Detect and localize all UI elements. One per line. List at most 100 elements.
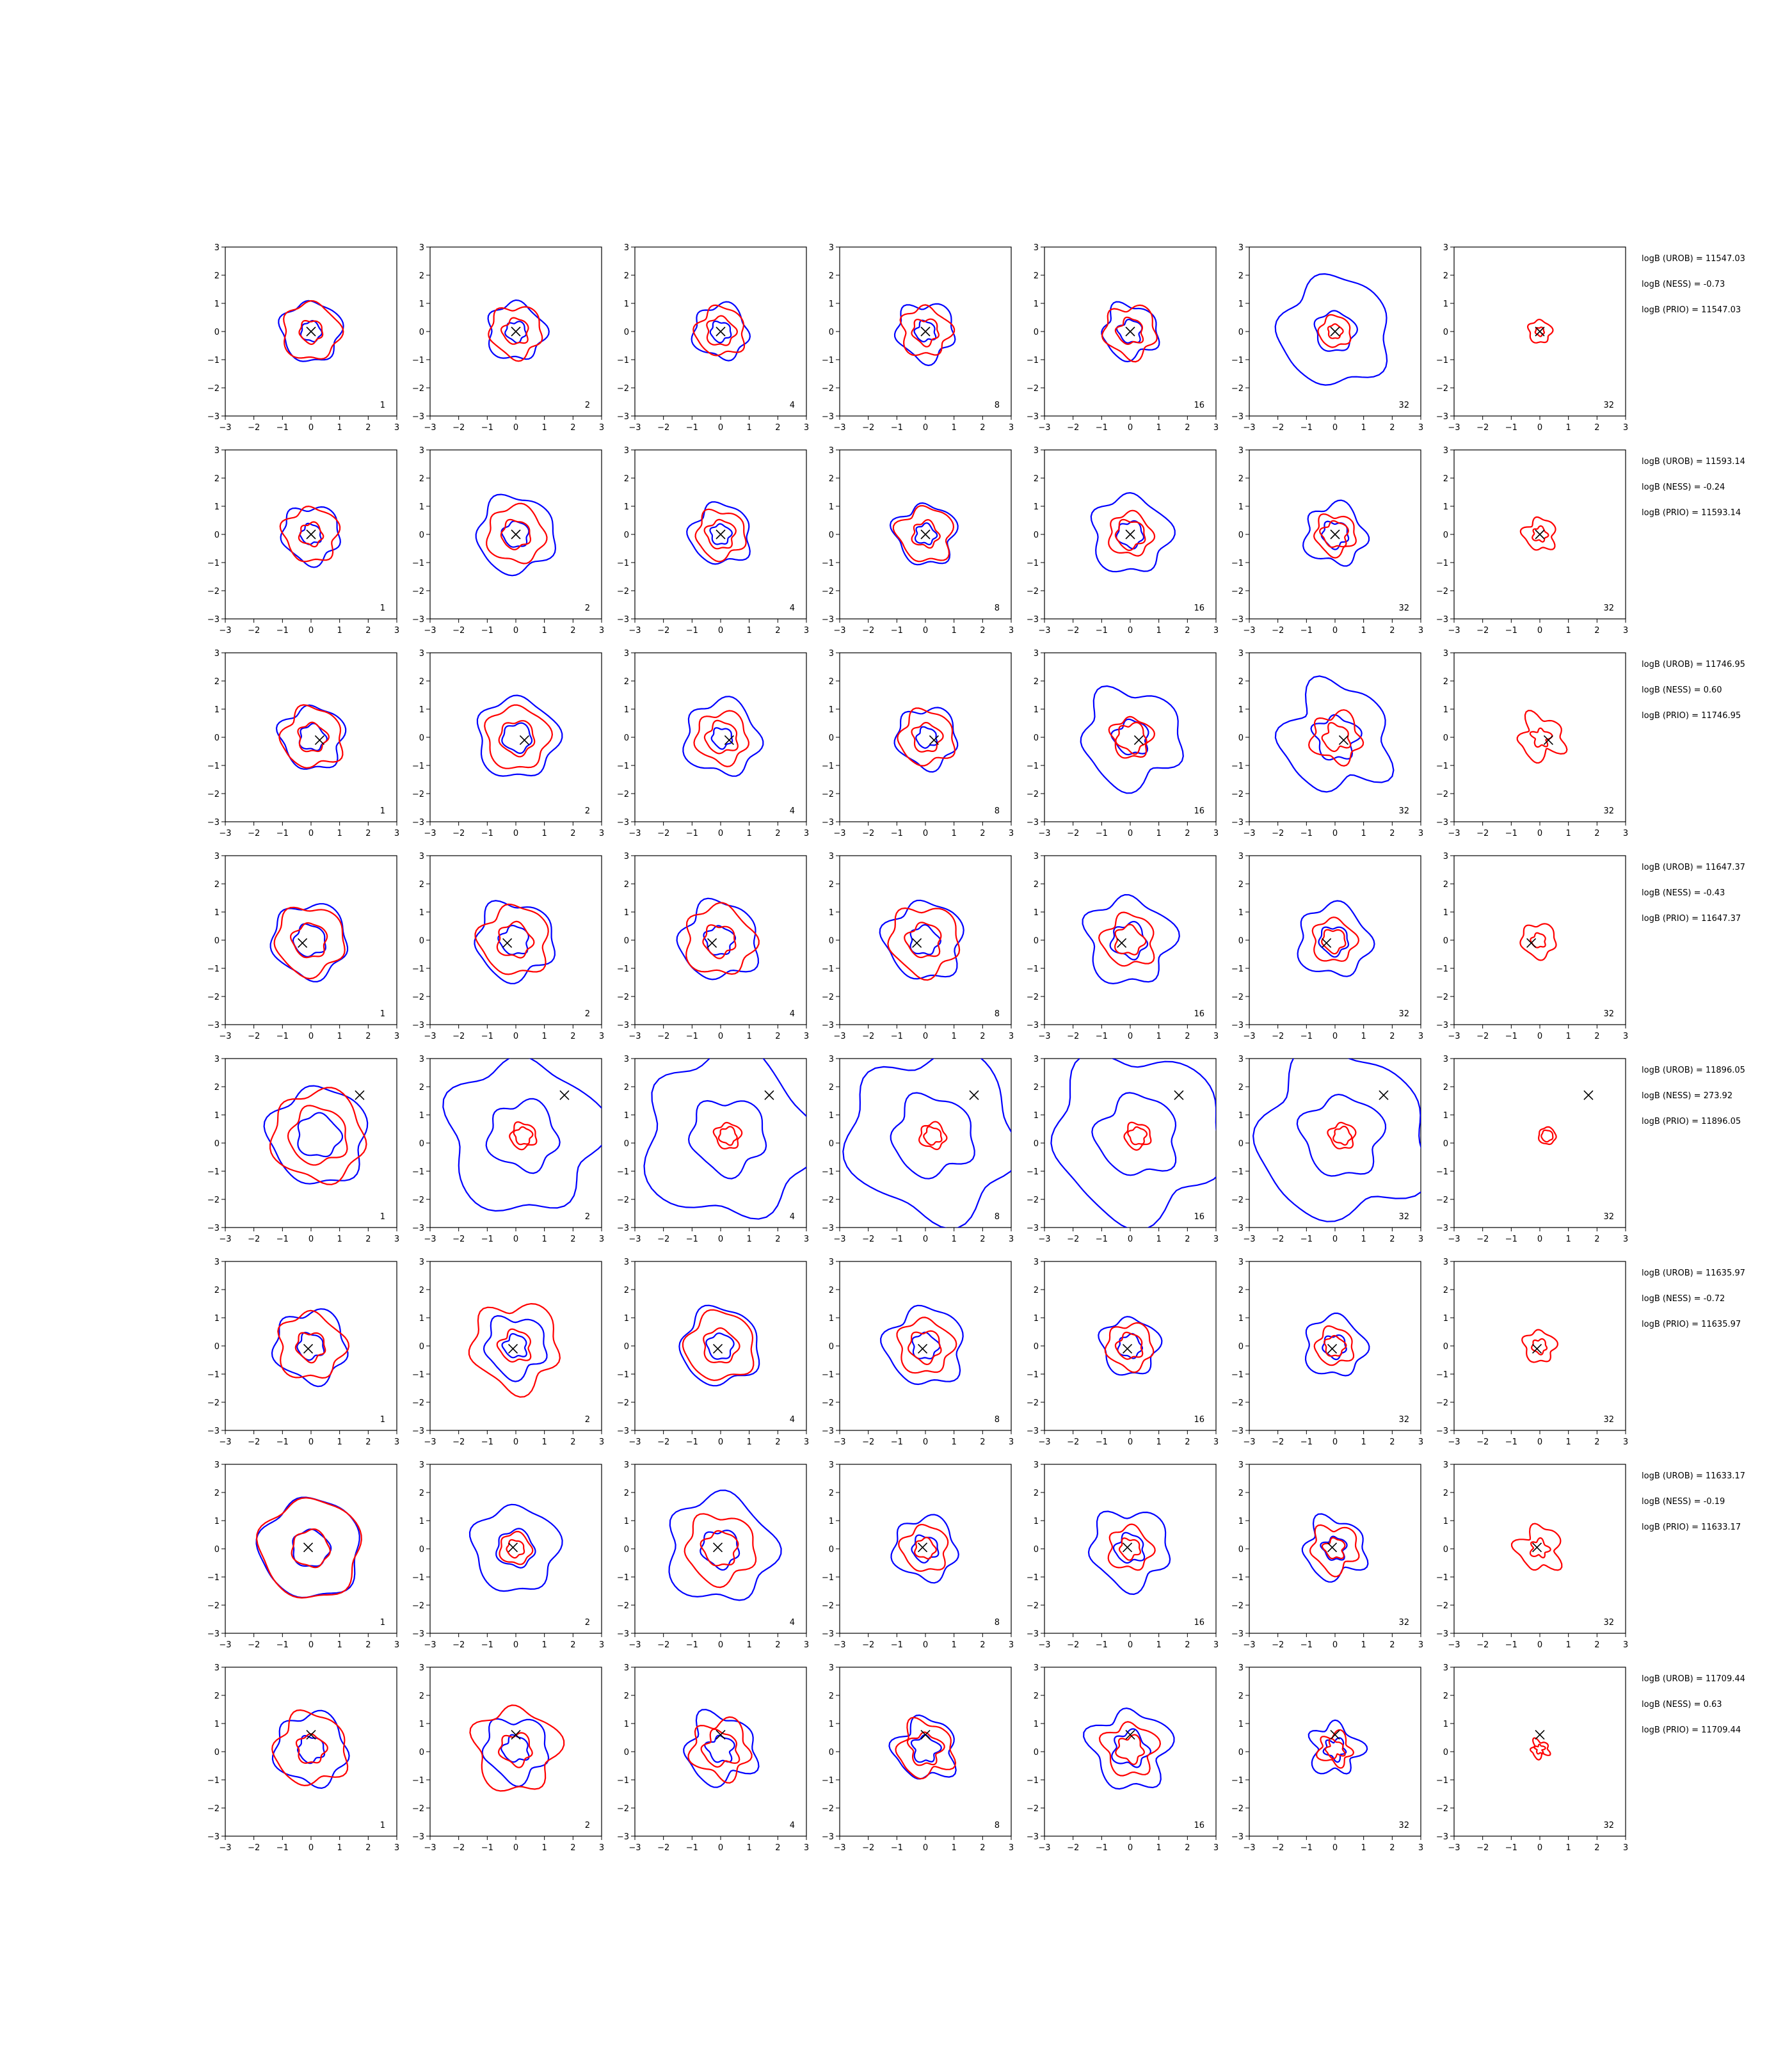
axes-frame (839, 652, 1012, 822)
y-tick-label: 2 (1238, 1489, 1244, 1498)
x-tick-label: 2 (570, 1843, 575, 1853)
subplot-r8-c1: −3−3 −2 −2 −1 −1 0 0 1 1 2 2 3 3 1 (207, 1663, 399, 1853)
y-tick-label: −3 (1231, 412, 1244, 422)
y-tick-label: −1 (412, 356, 424, 365)
x-tick-label: −2 (862, 1437, 874, 1447)
x-tick-label: 2 (775, 423, 780, 433)
y-tick-label: 1 (624, 908, 629, 918)
y-tick-label: −2 (207, 1601, 220, 1611)
y-tick-label: −3 (412, 615, 424, 625)
y-tick-label: 1 (419, 1111, 424, 1121)
y-tick-label: 3 (214, 1663, 220, 1673)
subplot-r1-c6: −3−3 −2 −2 −1 −1 0 0 1 1 2 2 3 3 32 (1231, 243, 1423, 433)
x-tick-label: 0 (923, 1843, 928, 1853)
x-tick-label: −2 (657, 1640, 669, 1650)
y-tick-label: −1 (1231, 1573, 1244, 1583)
panel-number: 1 (380, 806, 385, 816)
red-contour (1321, 929, 1347, 955)
x-tick-label: 1 (952, 1640, 957, 1650)
true-value-marker (314, 735, 324, 745)
y-tick-label: −2 (1027, 587, 1039, 596)
y-tick-label: 3 (214, 852, 220, 861)
x-tick-label: −2 (862, 626, 874, 636)
axes-frame (1453, 1058, 1626, 1228)
axes-frame (634, 1667, 807, 1837)
blue-contour (1050, 1059, 1216, 1228)
y-tick-label: 2 (1443, 271, 1448, 281)
x-tick-label: −2 (1476, 626, 1489, 636)
subplot-r4-c4: −3 −3 −2 −2 −1 −1 0 0 1 1 2 2 3 3 8 (822, 852, 1014, 1041)
x-tick-label: −1 (276, 1437, 289, 1447)
red-contour (484, 704, 554, 769)
y-tick-label: 2 (419, 1286, 424, 1295)
subplot-r5-c7: −3−3 −2 −2 −1 −1 0 0 1 1 2 2 3 3 32 (1436, 1055, 1628, 1244)
logb-annotation: logB (UROB) = 11633.17 (1642, 1471, 1745, 1481)
red-contour (1324, 1334, 1347, 1357)
y-tick-label: −3 (617, 1832, 629, 1842)
blue-contour (893, 707, 959, 773)
x-tick-label: −1 (481, 1235, 493, 1244)
x-tick-label: 1 (542, 1640, 547, 1650)
panel-number: 32 (1398, 1212, 1409, 1222)
y-tick-label: −3 (1027, 412, 1039, 422)
y-tick-label: −1 (1436, 762, 1448, 771)
x-tick-label: 1 (1361, 626, 1366, 636)
x-tick-label: −1 (481, 829, 493, 838)
true-value-marker (306, 1730, 316, 1740)
red-contour (298, 521, 324, 548)
x-tick-label: 2 (1185, 1843, 1190, 1853)
x-tick-label: −2 (1272, 1437, 1284, 1447)
axes-frame (839, 1464, 1012, 1634)
y-tick-label: −3 (207, 1021, 220, 1030)
blue-contour (1252, 1059, 1421, 1222)
red-contour (269, 1087, 367, 1185)
true-value-marker (1125, 1730, 1135, 1740)
x-tick-label: −1 (686, 1032, 698, 1041)
y-tick-label: 1 (829, 1314, 834, 1324)
subplot-r5-c2: −3−3 −2 −2 −1 −1 0 0 1 1 2 2 3 3 2 (412, 1055, 604, 1244)
y-tick-label: 2 (419, 880, 424, 890)
x-tick-label: 0 (923, 1437, 928, 1447)
x-tick-label: −2 (1476, 1437, 1489, 1447)
y-tick-label: −1 (617, 1167, 629, 1177)
y-tick-label: −1 (617, 1370, 629, 1380)
x-tick-label: 1 (952, 626, 957, 636)
y-tick-label: −1 (1027, 762, 1039, 771)
x-tick-label: 1 (1566, 829, 1571, 838)
y-tick-label: 1 (1238, 1517, 1244, 1526)
blue-contour (475, 493, 557, 577)
y-tick-label: 3 (214, 1258, 220, 1267)
y-tick-label: 0 (1443, 1139, 1448, 1149)
y-tick-label: −2 (412, 1804, 424, 1814)
y-tick-label: 0 (1238, 1545, 1244, 1555)
x-tick-label: 1 (337, 829, 342, 838)
panel-number: 4 (790, 1618, 795, 1628)
x-tick-label: 0 (308, 1843, 314, 1853)
x-tick-label: 0 (923, 829, 928, 838)
y-tick-label: 2 (1443, 1083, 1448, 1092)
x-tick-label: −3 (628, 1235, 641, 1244)
true-value-marker (1174, 1090, 1184, 1100)
logb-annotation: logB (NESS) = -0.43 (1642, 888, 1725, 898)
blue-contour (1101, 301, 1160, 363)
true-value-marker (1122, 1542, 1133, 1553)
true-value-marker (707, 938, 717, 948)
y-tick-label: −1 (1027, 964, 1039, 974)
x-tick-label: 0 (308, 626, 314, 636)
axes-frame (225, 1464, 397, 1634)
x-tick-label: 3 (1418, 1437, 1423, 1447)
true-value-marker (1327, 1343, 1338, 1354)
y-tick-label: −2 (617, 993, 629, 1002)
y-tick-label: 3 (214, 243, 220, 253)
x-tick-label: 0 (308, 423, 314, 433)
logb-annotation: logB (PRIO) = 11647.37 (1642, 914, 1741, 924)
x-tick-label: 3 (1418, 626, 1423, 636)
x-tick-label: 3 (1213, 1437, 1219, 1447)
x-tick-label: −2 (452, 1032, 465, 1041)
axes-frame (1453, 855, 1626, 1025)
y-tick-label: −2 (1436, 1398, 1448, 1408)
x-tick-label: 1 (542, 829, 547, 838)
y-tick-label: 2 (1238, 271, 1244, 281)
x-tick-label: −2 (1067, 829, 1079, 838)
blue-contour (500, 520, 530, 548)
